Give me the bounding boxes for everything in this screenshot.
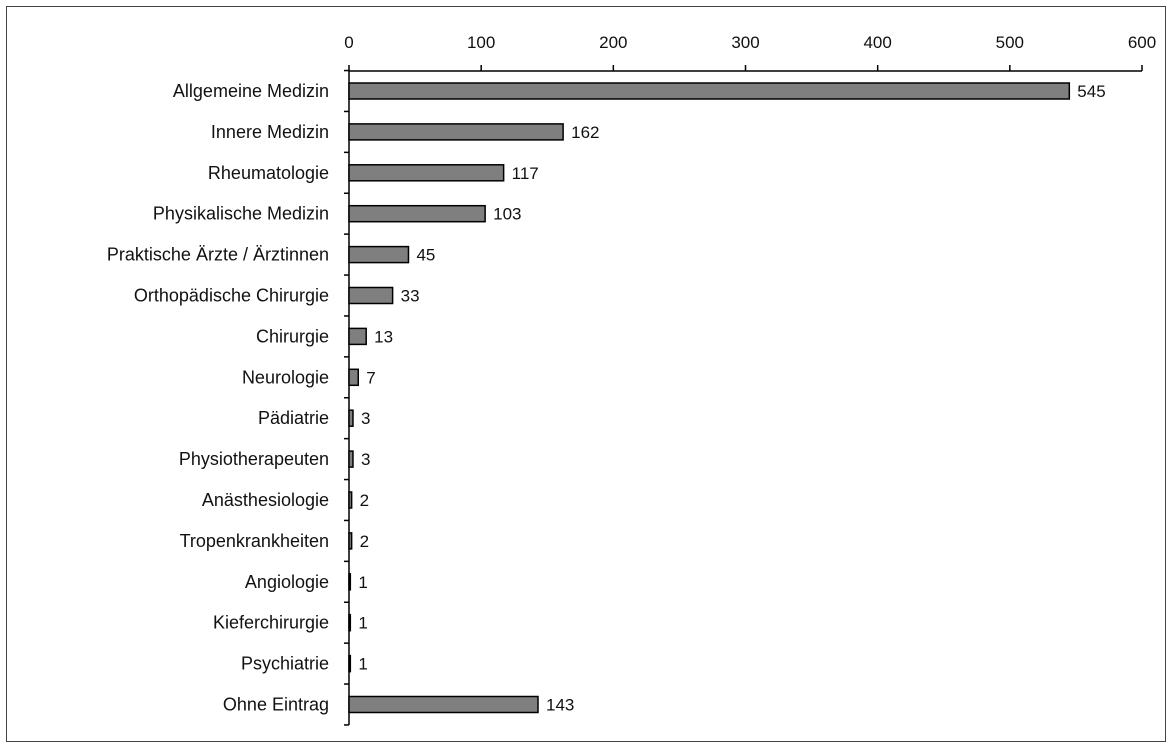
value-label: 1 [358, 614, 367, 633]
category-label: Physikalische Medizin [153, 204, 329, 224]
bar [348, 327, 367, 346]
value-label: 3 [361, 450, 370, 469]
category-label: Pädiatrie [258, 408, 329, 428]
value-label: 117 [512, 164, 539, 183]
bar [348, 82, 1071, 100]
value-label: 2 [360, 532, 369, 551]
bar [348, 409, 354, 427]
x-tick-label: 400 [863, 33, 891, 52]
x-tick-label: 300 [731, 33, 759, 52]
bar [348, 654, 352, 673]
x-tick-label: 0 [344, 33, 353, 52]
bar [348, 286, 394, 305]
value-label: 162 [571, 123, 599, 142]
bar [348, 613, 352, 632]
value-label: 545 [1077, 82, 1105, 101]
category-label: Physiotherapeuten [179, 449, 329, 469]
category-label: Orthopädische Chirurgie [134, 286, 329, 306]
category-label: Angiologie [245, 572, 329, 592]
value-label: 33 [401, 287, 420, 306]
value-label: 2 [360, 491, 369, 510]
value-label: 45 [416, 246, 435, 265]
value-label: 143 [546, 696, 574, 715]
category-label: Allgemeine Medizin [173, 81, 329, 101]
x-tick-label: 200 [599, 33, 627, 52]
bar [348, 204, 486, 223]
x-tick-label: 600 [1128, 33, 1156, 52]
bar [348, 695, 539, 714]
category-label: Ohne Eintrag [223, 695, 329, 715]
category-label: Rheumatologie [208, 163, 329, 183]
chart-frame [6, 6, 1166, 742]
category-label: Tropenkrankheiten [180, 531, 329, 551]
value-label: 1 [358, 573, 367, 592]
category-label: Neurologie [242, 367, 329, 387]
value-label: 13 [374, 327, 393, 346]
bar [348, 123, 564, 141]
bar [348, 491, 353, 509]
category-label: Innere Medizin [211, 122, 329, 142]
bar [348, 532, 353, 550]
category-label: Anästhesiologie [202, 490, 329, 510]
category-label: Psychiatrie [241, 654, 329, 674]
value-label: 1 [358, 655, 367, 674]
bar [348, 368, 360, 387]
bar [348, 164, 505, 182]
category-label: Chirurgie [256, 326, 329, 346]
bar [348, 245, 410, 264]
value-label: 103 [493, 205, 521, 224]
value-label: 7 [366, 368, 375, 387]
x-tick-label: 100 [467, 33, 495, 52]
category-label: Praktische Ärzte / Ärztinnen [107, 245, 329, 265]
x-tick-label: 500 [996, 33, 1024, 52]
bar [348, 450, 354, 468]
value-label: 3 [361, 409, 370, 428]
bar [348, 573, 352, 591]
category-label: Kieferchirurgie [213, 613, 329, 633]
